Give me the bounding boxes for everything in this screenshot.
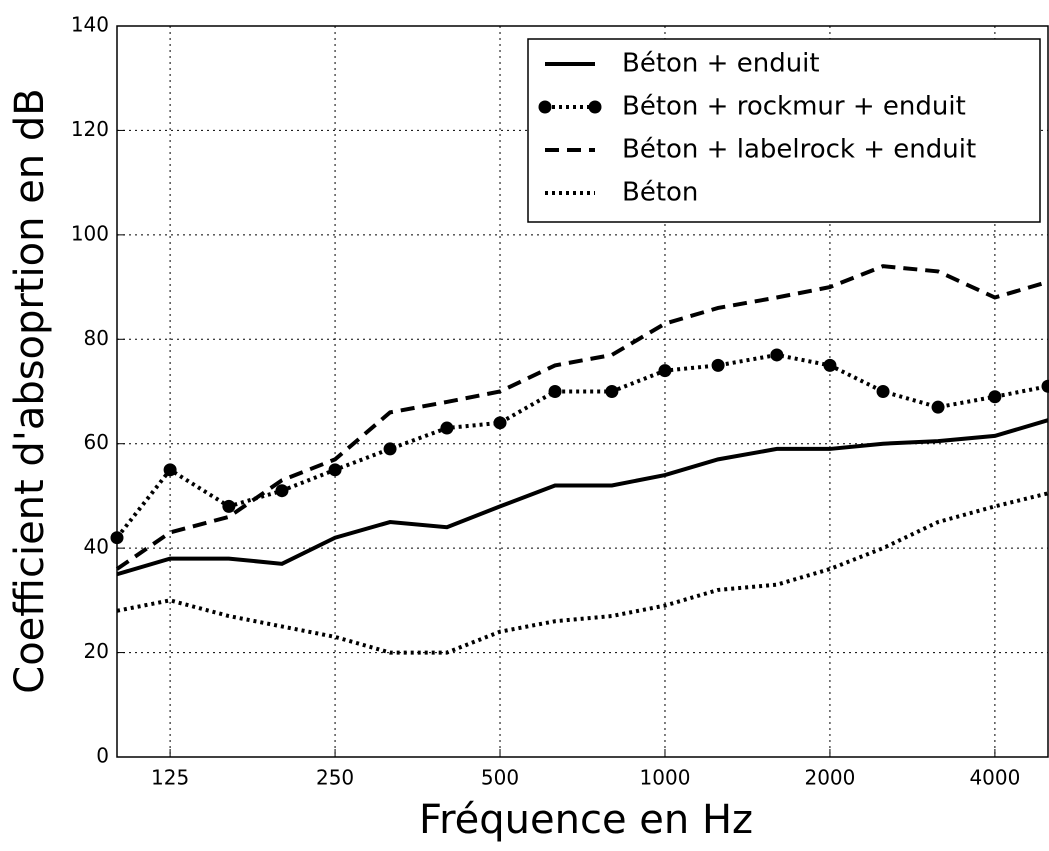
marker (988, 390, 1002, 404)
marker (658, 364, 672, 378)
y-tick-label: 40 (84, 535, 109, 559)
marker (440, 421, 454, 435)
x-axis-label: Fréquence en Hz (419, 797, 753, 843)
legend-box (527, 38, 1041, 223)
x-tick-label: 500 (481, 766, 519, 790)
x-tick-label: 4000 (969, 766, 1020, 790)
x-tick-label: 250 (316, 766, 354, 790)
series-line (116, 491, 1049, 655)
legend-label: Béton (622, 178, 698, 208)
y-tick-label: 20 (84, 639, 109, 663)
y-axis-label: Coefficient d'absoprtion en dB (7, 88, 53, 693)
marker (328, 463, 342, 477)
legend-label: Béton + enduit (622, 49, 820, 79)
marker (823, 358, 837, 372)
marker (711, 358, 725, 372)
marker (163, 463, 177, 477)
marker (931, 400, 945, 414)
y-tick-label: 100 (71, 221, 109, 245)
legend-marker (588, 100, 602, 114)
marker (493, 416, 507, 430)
y-tick-label: 140 (71, 13, 109, 37)
marker (383, 442, 397, 456)
x-tick-label: 125 (151, 766, 189, 790)
marker (1041, 379, 1049, 393)
series-line (115, 352, 1049, 539)
plot-frame (116, 25, 1049, 758)
legend-label: Béton + rockmur + enduit (622, 92, 966, 122)
y-tick-label: 120 (71, 117, 109, 141)
y-tick-label: 0 (96, 744, 109, 768)
x-tick-label: 1000 (640, 766, 691, 790)
y-tick-label: 60 (84, 430, 109, 454)
marker (876, 385, 890, 398)
legend-label: Béton + labelrock + enduit (622, 135, 976, 165)
legend-marker (538, 100, 552, 114)
series-line (115, 264, 1049, 571)
series-line (116, 418, 1049, 577)
marker (605, 385, 619, 398)
legend: Béton + enduit Béton + rockmur + enduit Bé… (527, 38, 1041, 223)
x-tick-label: 2000 (804, 766, 855, 790)
marker (770, 348, 784, 362)
y-tick-label: 80 (84, 326, 109, 350)
marker (548, 385, 562, 398)
marker (222, 499, 236, 513)
marker (275, 484, 289, 498)
